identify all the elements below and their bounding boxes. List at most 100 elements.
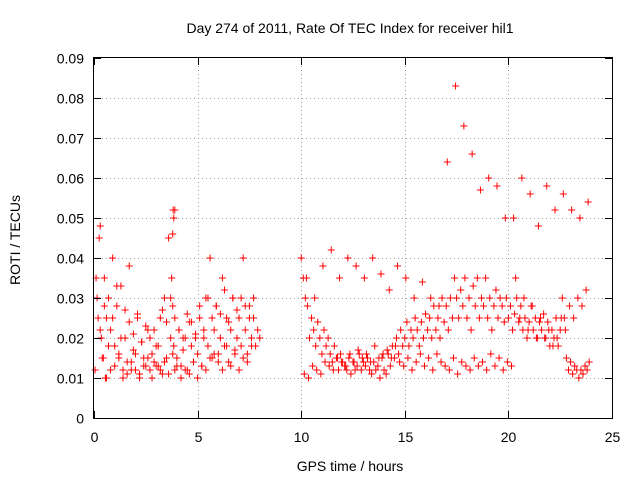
data-point	[189, 358, 197, 366]
data-point	[165, 370, 173, 378]
data-point	[330, 342, 338, 350]
data-point	[379, 350, 387, 358]
data-point	[393, 334, 401, 342]
data-point	[576, 214, 584, 222]
data-point	[426, 314, 434, 322]
data-point	[163, 318, 171, 326]
data-point	[325, 362, 333, 370]
x-tick-label: 10	[294, 429, 310, 445]
data-point	[432, 326, 440, 334]
data-point	[218, 366, 226, 374]
data-point	[528, 302, 536, 310]
data-point	[105, 342, 113, 350]
data-point	[435, 302, 443, 310]
data-point	[91, 366, 99, 374]
y-tick-label: 0.08	[57, 91, 84, 107]
data-point	[457, 286, 465, 294]
data-point	[487, 350, 495, 358]
data-point	[322, 342, 330, 350]
chart-title: Day 274 of 2011, Rate Of TEC Index for r…	[186, 20, 513, 36]
data-point	[438, 294, 446, 302]
data-point	[142, 322, 150, 330]
data-point	[131, 350, 139, 358]
data-point	[451, 274, 459, 282]
data-point	[445, 366, 453, 374]
data-point	[416, 350, 424, 358]
data-point	[210, 326, 218, 334]
data-point	[129, 346, 137, 354]
data-point	[109, 254, 117, 262]
data-point	[459, 302, 467, 310]
data-point	[314, 318, 322, 326]
data-point	[499, 366, 507, 374]
data-point	[516, 314, 524, 322]
data-point	[107, 326, 115, 334]
data-point	[544, 318, 552, 326]
data-point	[484, 314, 492, 322]
data-point	[237, 342, 245, 350]
data-point	[537, 314, 545, 322]
x-tick-label: 25	[605, 429, 621, 445]
data-point	[300, 370, 308, 378]
data-point	[342, 362, 350, 370]
data-point	[465, 294, 473, 302]
data-point	[441, 362, 449, 370]
data-point	[506, 302, 514, 310]
data-point	[111, 362, 119, 370]
plot-frame	[93, 57, 613, 419]
data-point	[206, 254, 214, 262]
data-point	[210, 350, 218, 358]
data-point	[408, 366, 416, 374]
data-point	[192, 334, 200, 342]
data-point	[245, 314, 253, 322]
data-point	[376, 374, 384, 382]
data-point	[409, 334, 417, 342]
data-point	[216, 310, 224, 318]
data-point	[564, 366, 572, 374]
data-point	[485, 174, 493, 182]
data-point	[171, 314, 179, 322]
data-point	[359, 358, 367, 366]
data-point	[329, 366, 337, 374]
data-point	[480, 302, 488, 310]
data-point	[386, 362, 394, 370]
data-point	[113, 302, 121, 310]
data-point	[454, 370, 462, 378]
data-point	[401, 334, 409, 342]
data-point	[525, 318, 533, 326]
data-point	[316, 334, 324, 342]
y-tick-label: 0.01	[57, 371, 84, 387]
data-point	[167, 334, 175, 342]
data-point	[310, 326, 318, 334]
data-point	[458, 358, 466, 366]
data-point	[501, 214, 509, 222]
y-tick-labels: 0 0.01 0.02 0.03 0.04 0.05 0.06 0.07 0.08 0.09	[57, 51, 84, 427]
data-point	[158, 370, 166, 378]
data-point	[490, 302, 498, 310]
data-point	[134, 310, 142, 318]
data-point	[320, 326, 328, 334]
data-point	[123, 370, 131, 378]
data-point	[241, 302, 249, 310]
data-point	[418, 278, 426, 286]
data-point	[410, 294, 418, 302]
data-point	[372, 366, 380, 374]
data-point	[369, 254, 377, 262]
data-point	[169, 230, 177, 238]
data-point	[415, 342, 423, 350]
data-point	[513, 294, 521, 302]
data-point	[179, 346, 187, 354]
data-point	[247, 342, 255, 350]
data-point	[362, 350, 370, 358]
data-point	[183, 310, 191, 318]
data-point	[338, 358, 346, 366]
data-point	[399, 342, 407, 350]
data-point	[570, 314, 578, 322]
data-point	[585, 358, 593, 366]
data-point	[194, 374, 202, 382]
data-point	[303, 302, 311, 310]
data-point	[146, 366, 154, 374]
data-point	[567, 358, 575, 366]
data-point	[239, 254, 247, 262]
data-point	[96, 326, 104, 334]
